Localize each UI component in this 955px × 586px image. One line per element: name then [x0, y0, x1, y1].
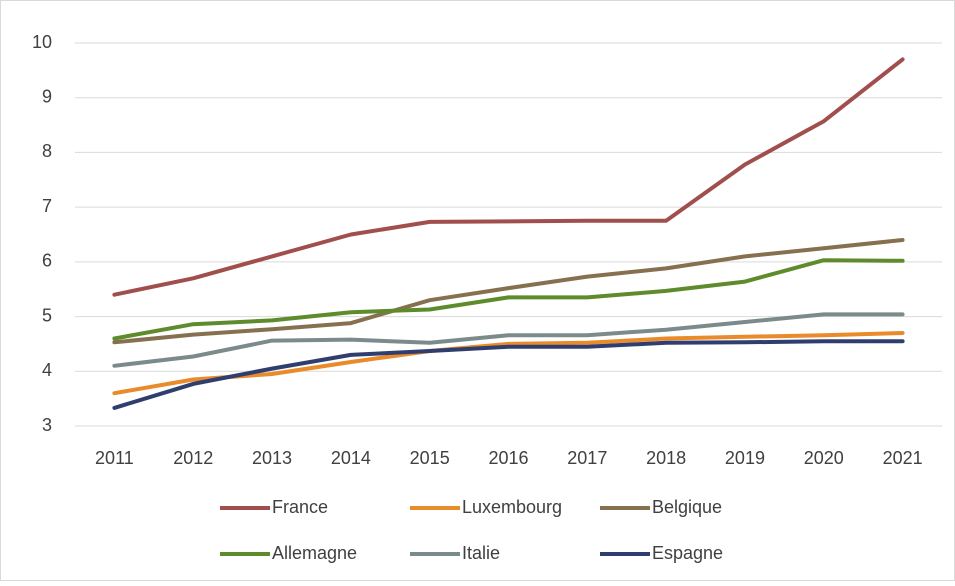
x-tick-label: 2014 — [331, 448, 371, 468]
x-tick-label: 2021 — [883, 448, 923, 468]
y-tick-label: 5 — [42, 305, 52, 325]
legend-label: Italie — [462, 543, 500, 563]
y-tick-label: 3 — [42, 415, 52, 435]
series-line — [112, 312, 905, 368]
x-tick-label: 2016 — [488, 448, 528, 468]
x-tick-label: 2011 — [95, 448, 134, 468]
y-tick-label: 10 — [32, 32, 52, 52]
legend-label: France — [272, 497, 328, 517]
x-tick-label: 2015 — [410, 448, 450, 468]
x-tick-label: 2013 — [252, 448, 292, 468]
y-tick-label: 7 — [42, 196, 52, 216]
series-line — [112, 331, 905, 396]
series-line — [112, 57, 905, 297]
legend-label: Espagne — [652, 543, 723, 563]
x-tick-label: 2017 — [567, 448, 607, 468]
legend-label: Belgique — [652, 497, 722, 517]
series-line — [112, 339, 905, 410]
series-line — [112, 238, 905, 345]
y-tick-label: 6 — [42, 251, 52, 271]
x-tick-label: 2018 — [646, 448, 686, 468]
series-line — [112, 258, 905, 341]
legend-label: Allemagne — [272, 543, 357, 563]
y-tick-label: 8 — [42, 141, 52, 161]
y-tick-label: 4 — [42, 360, 52, 380]
x-tick-label: 2019 — [725, 448, 765, 468]
x-tick-label: 2020 — [804, 448, 844, 468]
y-tick-label: 9 — [42, 86, 52, 106]
legend-label: Luxembourg — [462, 497, 562, 517]
x-tick-label: 2012 — [173, 448, 213, 468]
